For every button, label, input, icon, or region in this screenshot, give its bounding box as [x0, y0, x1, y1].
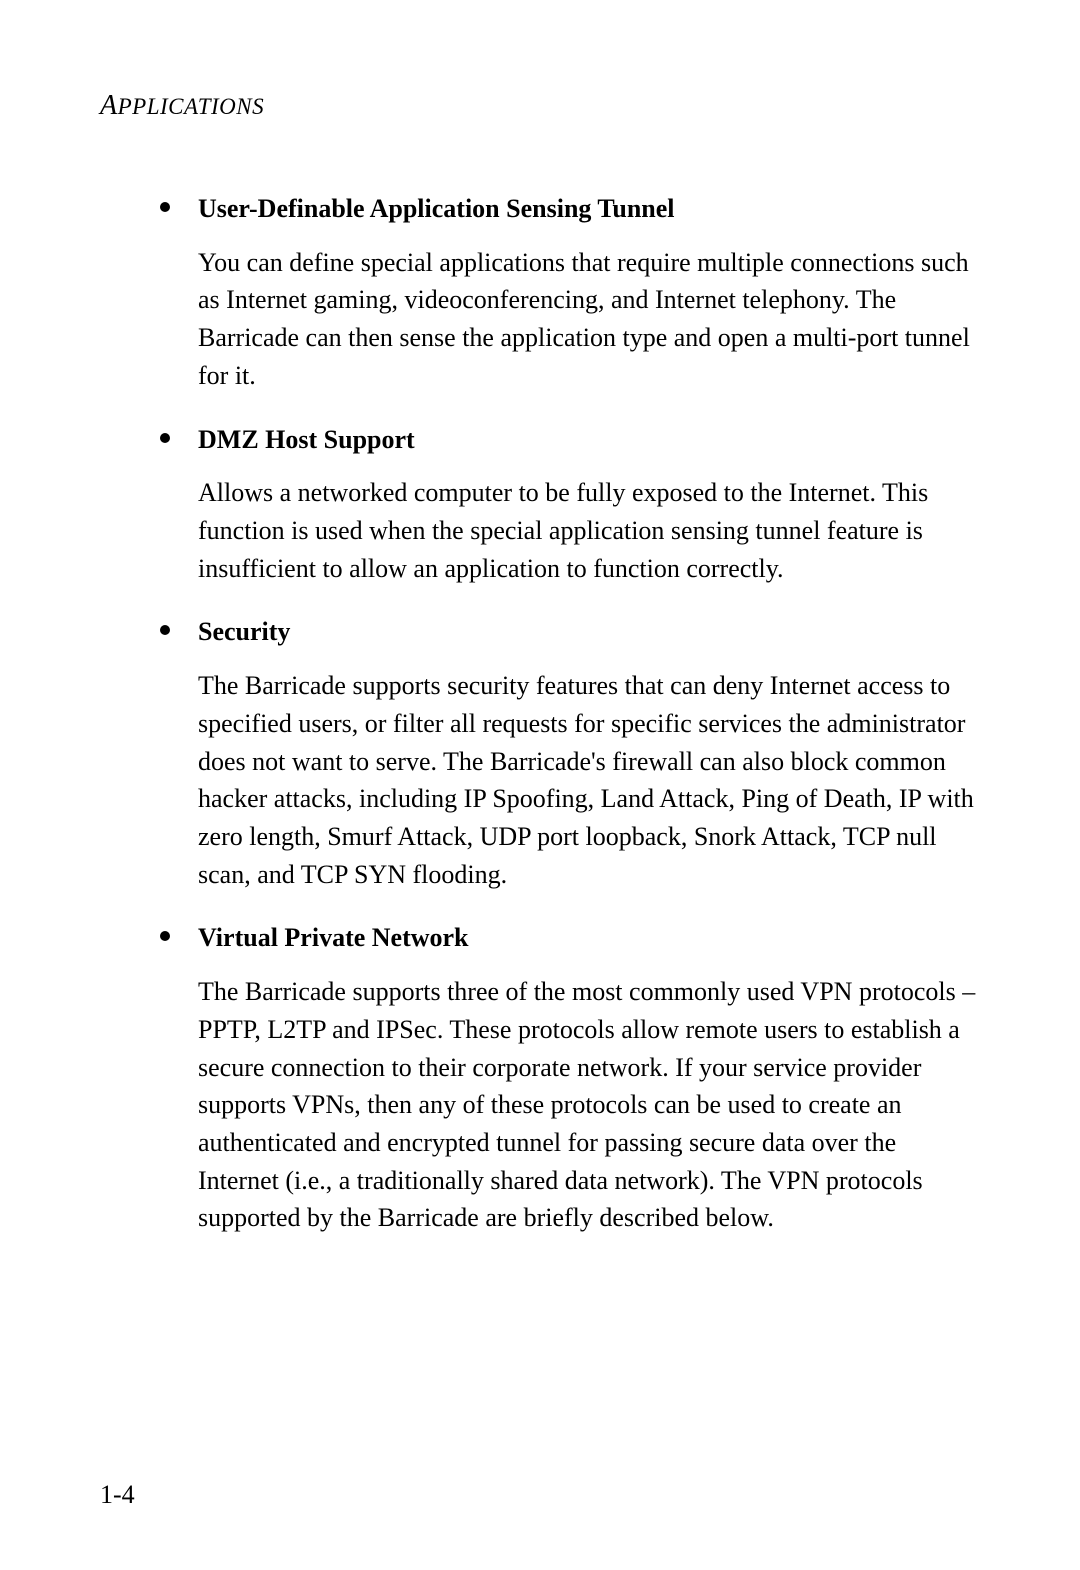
feature-heading: Security: [198, 615, 290, 649]
feature-body: The Barricade supports three of the most…: [198, 973, 980, 1237]
header-first-letter: A: [100, 90, 118, 121]
header-rest: PPLICATIONS: [118, 94, 265, 119]
feature-item: DMZ Host Support Allows a networked comp…: [160, 423, 980, 588]
feature-body: The Barricade supports security features…: [198, 667, 980, 893]
feature-body: You can define special applications that…: [198, 244, 980, 395]
bullet-icon: [160, 202, 170, 212]
page-header: APPLICATIONS: [100, 90, 980, 122]
feature-item: Security The Barricade supports security…: [160, 615, 980, 893]
bullet-icon: [160, 625, 170, 635]
bullet-icon: [160, 931, 170, 941]
feature-heading-row: Security: [160, 615, 980, 649]
page-number: 1-4: [100, 1480, 135, 1510]
bullet-icon: [160, 433, 170, 443]
feature-heading-row: Virtual Private Network: [160, 921, 980, 955]
content-area: User-Definable Application Sensing Tunne…: [100, 192, 980, 1237]
feature-heading-row: User-Definable Application Sensing Tunne…: [160, 192, 980, 226]
feature-heading: DMZ Host Support: [198, 423, 415, 457]
feature-heading: Virtual Private Network: [198, 921, 469, 955]
feature-heading-row: DMZ Host Support: [160, 423, 980, 457]
feature-heading: User-Definable Application Sensing Tunne…: [198, 192, 675, 226]
feature-item: User-Definable Application Sensing Tunne…: [160, 192, 980, 395]
document-page: APPLICATIONS User-Definable Application …: [0, 0, 1080, 1570]
feature-item: Virtual Private Network The Barricade su…: [160, 921, 980, 1237]
feature-body: Allows a networked computer to be fully …: [198, 474, 980, 587]
